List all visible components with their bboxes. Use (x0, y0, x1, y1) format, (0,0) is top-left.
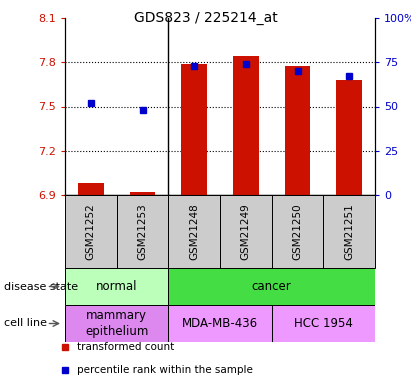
Bar (284, 66, 310, 195)
Text: GDS823 / 225214_at: GDS823 / 225214_at (134, 11, 277, 25)
Bar (65, 268, 169, 305)
Text: percentile rank within the sample: percentile rank within the sample (77, 365, 253, 375)
Text: MDA-MB-436: MDA-MB-436 (182, 317, 258, 330)
Text: normal: normal (96, 280, 137, 293)
Text: GSM21252: GSM21252 (86, 203, 96, 260)
Text: cell line: cell line (4, 318, 47, 328)
Text: mammary
epithelium: mammary epithelium (85, 309, 148, 338)
Bar (65, 305, 169, 342)
Text: GSM21251: GSM21251 (344, 203, 354, 260)
Bar (169, 195, 220, 268)
Text: GSM21249: GSM21249 (241, 203, 251, 260)
Bar (65, 195, 117, 268)
Bar (233, 56, 259, 195)
Bar (272, 305, 375, 342)
Bar (169, 305, 272, 342)
Bar (220, 195, 272, 268)
Bar (272, 195, 323, 268)
Text: GSM21250: GSM21250 (293, 203, 302, 260)
Bar (117, 195, 169, 268)
Text: HCC 1954: HCC 1954 (294, 317, 353, 330)
Bar (129, 192, 155, 195)
Bar (336, 80, 362, 195)
Text: cancer: cancer (252, 280, 291, 293)
Text: disease state: disease state (4, 282, 78, 291)
Text: GSM21248: GSM21248 (189, 203, 199, 260)
Bar (78, 183, 104, 195)
Bar (181, 64, 207, 195)
Bar (169, 268, 375, 305)
Bar (323, 195, 375, 268)
Text: GSM21253: GSM21253 (138, 203, 148, 260)
Text: transformed count: transformed count (77, 342, 175, 352)
